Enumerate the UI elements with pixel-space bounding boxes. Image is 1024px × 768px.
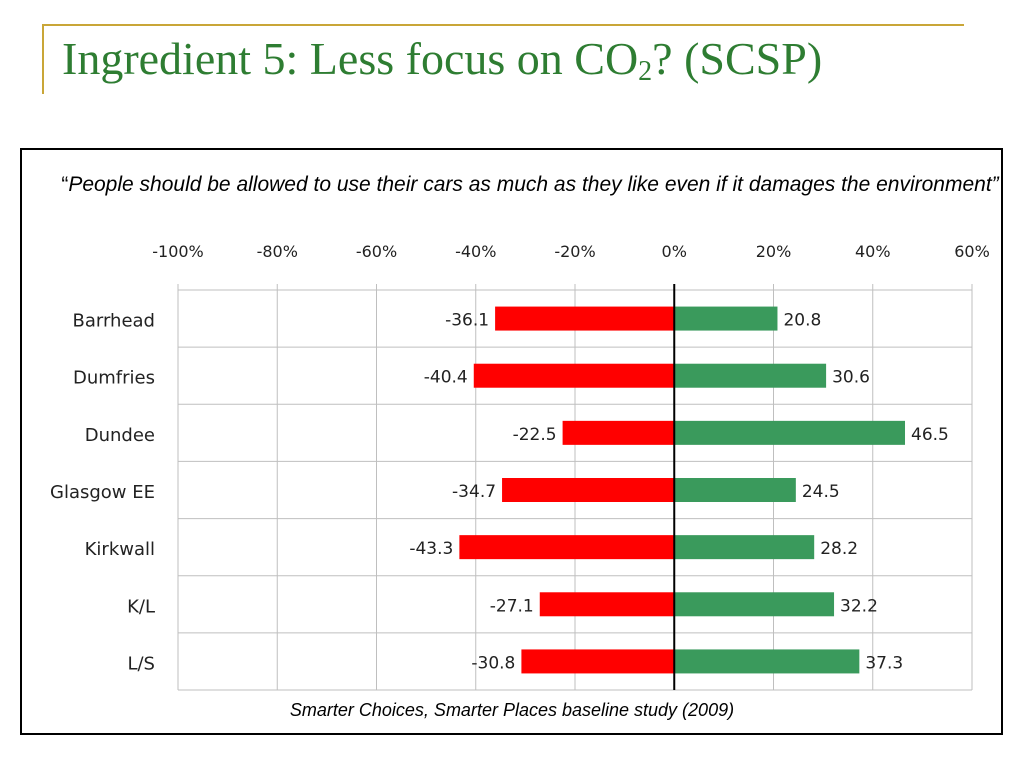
positive-bar bbox=[674, 649, 860, 674]
quote-open-mark: “ bbox=[61, 173, 69, 196]
category-label: Barrhead bbox=[73, 311, 156, 332]
chart-quote: “People should be allowed to use their c… bbox=[60, 168, 1000, 202]
data-label: 32.2 bbox=[840, 596, 878, 616]
chart-frame bbox=[20, 148, 1003, 735]
negative-bar bbox=[502, 478, 675, 502]
data-label: 37.3 bbox=[865, 653, 903, 673]
positive-bar bbox=[674, 592, 835, 617]
accent-vertical-line bbox=[42, 24, 44, 94]
x-tick-label: 40% bbox=[855, 242, 891, 261]
slide-title: Ingredient 5: Less focus on CO2? (SCSP) bbox=[62, 36, 822, 86]
data-label: 20.8 bbox=[783, 311, 821, 331]
x-tick-label: -40% bbox=[455, 242, 496, 261]
category-label: K/L bbox=[127, 596, 155, 617]
category-label: L/S bbox=[127, 653, 155, 674]
negative-bar bbox=[539, 592, 675, 617]
data-label: -30.8 bbox=[471, 653, 515, 673]
x-tick-label: -80% bbox=[257, 242, 298, 261]
negative-bar bbox=[562, 420, 675, 445]
positive-bar bbox=[674, 420, 906, 445]
category-label: Glasgow EE bbox=[50, 482, 155, 503]
positive-bar bbox=[674, 363, 827, 388]
x-tick-label: 0% bbox=[662, 242, 687, 261]
data-label: -27.1 bbox=[490, 596, 534, 616]
data-label: 24.5 bbox=[802, 482, 840, 502]
data-label: -40.4 bbox=[424, 368, 468, 388]
negative-bar bbox=[521, 649, 675, 674]
source-note: Smarter Choices, Smarter Places baseline… bbox=[289, 700, 735, 720]
data-label: -22.5 bbox=[513, 425, 557, 445]
data-label: 28.2 bbox=[820, 539, 858, 559]
data-label: 30.6 bbox=[832, 368, 870, 388]
category-label: Dumfries bbox=[73, 368, 155, 389]
data-label: -43.3 bbox=[409, 539, 453, 559]
x-tick-label: 60% bbox=[954, 242, 990, 261]
negative-bar bbox=[495, 306, 675, 331]
slide-title-subscript: 2 bbox=[638, 56, 653, 87]
x-tick-label: -20% bbox=[554, 242, 595, 261]
quote-text: People should be allowed to use their ca… bbox=[68, 173, 999, 196]
x-tick-label: -60% bbox=[356, 242, 397, 261]
x-tick-label: 20% bbox=[756, 242, 792, 261]
category-label: Kirkwall bbox=[85, 539, 155, 560]
data-label: 46.5 bbox=[911, 425, 949, 445]
negative-bar bbox=[473, 363, 675, 388]
positive-bar bbox=[674, 478, 796, 502]
data-label: -36.1 bbox=[445, 311, 489, 331]
x-tick-label: -100% bbox=[152, 242, 204, 261]
slide-title-suffix: ? (SCSP) bbox=[652, 33, 823, 84]
positive-bar bbox=[674, 535, 815, 560]
data-label: -34.7 bbox=[452, 482, 496, 502]
negative-bar bbox=[459, 535, 675, 560]
positive-bar bbox=[674, 306, 778, 331]
slide-title-text: Ingredient 5: Less focus on CO bbox=[62, 33, 639, 84]
category-label: Dundee bbox=[85, 425, 155, 446]
accent-horizontal-line bbox=[42, 24, 964, 26]
